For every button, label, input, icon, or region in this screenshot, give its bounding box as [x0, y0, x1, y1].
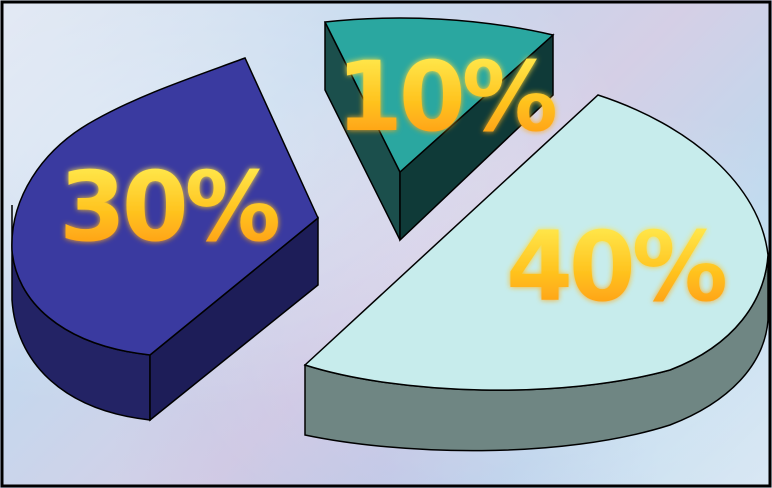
slice-10-top	[323, 17, 555, 174]
slice-30-top	[11, 57, 319, 356]
slice-40-top	[303, 94, 769, 391]
slice-10	[323, 17, 555, 242]
slice-30-label: 30%	[59, 151, 279, 263]
slice-10-label: 10%	[336, 41, 556, 153]
slice-30	[11, 57, 319, 422]
slice-40	[303, 94, 769, 452]
slice-40-label: 40%	[506, 211, 726, 323]
